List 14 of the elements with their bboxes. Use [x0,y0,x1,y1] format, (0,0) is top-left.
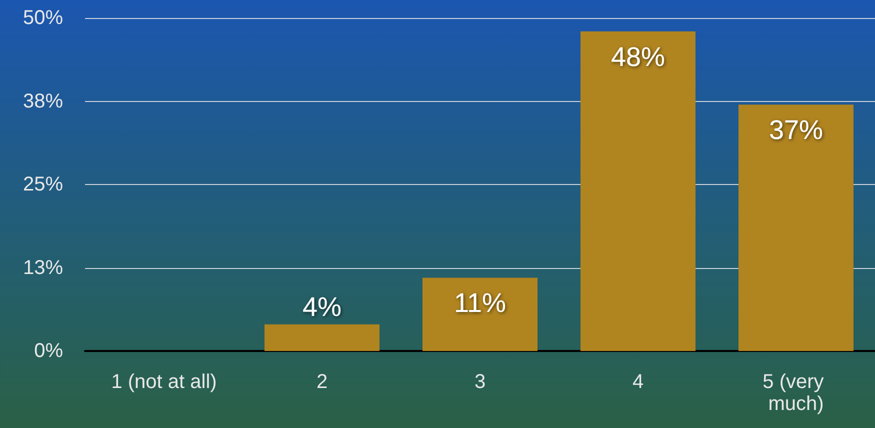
data-label: 48% [610,42,666,72]
x-tick-label: 2 [316,371,328,393]
y-tick-label: 38% [22,90,64,112]
data-label: 11% [454,288,506,318]
x-tick-label: 3 [474,371,486,393]
data-label: 37% [768,115,824,146]
y-tick-label: 50% [22,7,64,29]
data-label: 4% [302,292,342,322]
x-tick-label: 4 [632,371,644,393]
y-tick-label: 0% [34,340,64,362]
x-tick-label: 5 (very much) [762,371,830,415]
x-tick-label: 1 (not at all) [111,371,217,393]
y-tick-label: 25% [22,174,64,196]
y-tick-label: 13% [22,256,64,279]
